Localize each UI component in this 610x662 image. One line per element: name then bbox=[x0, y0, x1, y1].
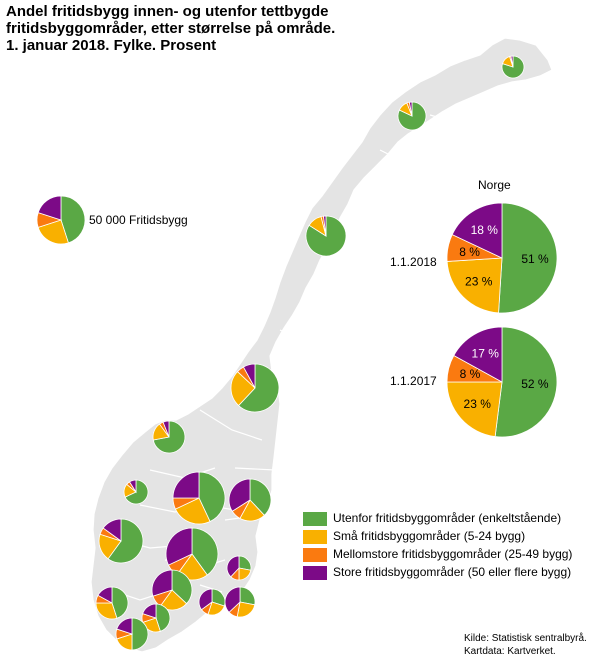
county-pie-13-slice-store bbox=[97, 586, 113, 604]
county-pie-16-slice-store bbox=[142, 603, 157, 619]
legend-label-mellomstore: Mellomstore fritidsbyggområder (25-49 by… bbox=[333, 547, 573, 562]
norge-pie-1-1-2018-label-store: 18 % bbox=[471, 223, 499, 237]
county-pie-2-slice-store bbox=[408, 101, 413, 117]
legend-label-store: Store fritidsbyggområder (50 eller flere… bbox=[333, 565, 572, 580]
map-title: Andel fritidsbygg innen- og utenfor tett… bbox=[6, 3, 386, 54]
norge-pie-1-1-2018-slice-utenfor bbox=[498, 202, 558, 314]
legend-item-mellomstore: Mellomstore fritidsbyggområder (25-49 by… bbox=[303, 546, 609, 564]
norge-pie-1-1-2018-label-sma: 23 % bbox=[465, 274, 493, 288]
county-pie-2-slice-utenfor bbox=[397, 101, 427, 131]
title-line-1: Andel fritidsbygg innen- og utenfor tett… bbox=[6, 3, 329, 20]
county-pie-11-slice-store bbox=[226, 555, 240, 578]
source-note: Kilde: Statistisk sentralbyrå. Kartdata:… bbox=[464, 632, 587, 658]
title-line-3: 1. januar 2018. Fylke. Prosent bbox=[6, 37, 217, 54]
norge-date-2018: 1.1.2018 bbox=[390, 255, 437, 269]
legend-swatch-store bbox=[303, 566, 327, 580]
norge-pie-1-1-2018-label-mellomstore: 8 % bbox=[459, 245, 480, 259]
legend-label-utenfor: Utenfor fritidsbyggområder (enkeltståend… bbox=[333, 511, 562, 526]
scale-pie bbox=[36, 195, 86, 245]
legend-item-store: Store fritidsbyggområder (50 eller flere… bbox=[303, 564, 609, 582]
norge-pie-1-1-2017-slice-utenfor bbox=[494, 326, 558, 438]
county-pie-14-slice-store bbox=[198, 588, 213, 611]
norge-title: Norge bbox=[478, 178, 511, 192]
county-pie-14-slice-utenfor bbox=[211, 588, 226, 607]
county-pie-7-slice-utenfor bbox=[198, 471, 226, 523]
county-pie-17-slice-store bbox=[116, 617, 133, 635]
county-pie-4-slice-sma bbox=[230, 371, 256, 407]
norge-pies: 51 % 23 % 8 % 18 % 52 % 23 % 8 % 17 % bbox=[446, 202, 558, 438]
title-line-2: fritidsbyggområder, etter størrelse på o… bbox=[6, 20, 336, 37]
county-pie-3-slice-store bbox=[323, 215, 327, 237]
norge-pie-1-1-2017-label-utenfor: 52 % bbox=[521, 377, 549, 391]
legend-swatch-sma bbox=[303, 530, 327, 544]
scale-pie-slice-utenfor bbox=[60, 195, 86, 244]
norge-pie-1-1-2017-slice-sma bbox=[446, 381, 503, 438]
norge-date-2017: 1.1.2017 bbox=[390, 374, 437, 388]
county-pie-10-slice-store bbox=[165, 527, 193, 566]
norge-pie-1-1-2018-slice-store bbox=[451, 202, 503, 259]
county-pie-15-slice-store bbox=[224, 586, 241, 613]
county-pie-9-slice-store bbox=[102, 518, 122, 542]
county-pie-1-slice-store bbox=[510, 55, 514, 68]
legend-item-utenfor: Utenfor fritidsbyggområder (enkeltståend… bbox=[303, 510, 609, 528]
norge-pie-1-1-2017-slice-store bbox=[453, 326, 503, 383]
county-pie-8-slice-utenfor bbox=[249, 478, 272, 516]
legend-item-sma: Små fritidsbyggområder (5-24 bygg) bbox=[303, 528, 609, 546]
scale-pie-slice-store bbox=[37, 195, 62, 221]
legend-swatch-utenfor bbox=[303, 512, 327, 526]
county-pie-17-slice-utenfor bbox=[131, 617, 149, 651]
county-pies bbox=[95, 55, 525, 651]
county-pie-12-slice-store bbox=[151, 569, 173, 597]
county-pie-6-slice-store bbox=[129, 479, 137, 494]
county-pie-7-slice-store bbox=[172, 471, 200, 499]
county-pie-5-slice-store bbox=[162, 420, 170, 438]
county-pie-13-slice-sma bbox=[95, 602, 118, 620]
norge-pie-1-1-2017-label-mellomstore: 8 % bbox=[460, 367, 481, 381]
norge-pie-1-1-2018-slice-sma bbox=[446, 257, 503, 314]
county-pie-10-slice-utenfor bbox=[191, 527, 219, 576]
county-pie-4-slice-store bbox=[242, 363, 256, 389]
county-pie-13-slice-utenfor bbox=[111, 586, 129, 619]
scale-label: 50 000 Fritidsbygg bbox=[89, 213, 188, 227]
county-pie-7-slice-sma bbox=[174, 497, 211, 525]
county-pie-8-slice-store bbox=[228, 478, 251, 512]
county-pie-4-slice-utenfor bbox=[238, 363, 280, 413]
source-line-2: Kartdata: Kartverket. bbox=[464, 646, 556, 657]
legend: Utenfor fritidsbyggområder (enkeltståend… bbox=[303, 510, 609, 582]
scale-pie-slice-sma bbox=[37, 219, 69, 245]
county-pie-15-slice-utenfor bbox=[239, 586, 256, 606]
norge-pie-1-1-2017-label-store: 17 % bbox=[472, 347, 500, 361]
county-pie-9-slice-utenfor bbox=[107, 518, 144, 564]
norge-pie-1-1-2017-label-sma: 23 % bbox=[464, 397, 492, 411]
legend-swatch-mellomstore bbox=[303, 548, 327, 562]
county-pie-12-slice-utenfor bbox=[171, 569, 193, 605]
norge-pie-1-1-2018-label-utenfor: 51 % bbox=[521, 252, 549, 266]
source-line-1: Kilde: Statistisk sentralbyrå. bbox=[464, 633, 587, 644]
legend-label-sma: Små fritidsbyggområder (5-24 bygg) bbox=[333, 529, 526, 544]
county-pie-16-slice-utenfor bbox=[155, 603, 171, 632]
